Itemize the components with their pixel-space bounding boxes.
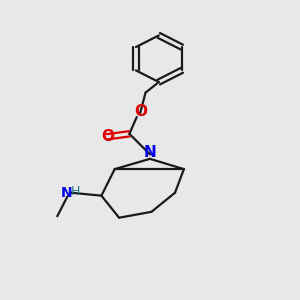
Text: N: N xyxy=(60,186,72,200)
Text: N: N xyxy=(144,145,156,160)
Text: O: O xyxy=(101,129,114,144)
Text: H: H xyxy=(71,185,80,198)
Text: O: O xyxy=(135,104,148,119)
